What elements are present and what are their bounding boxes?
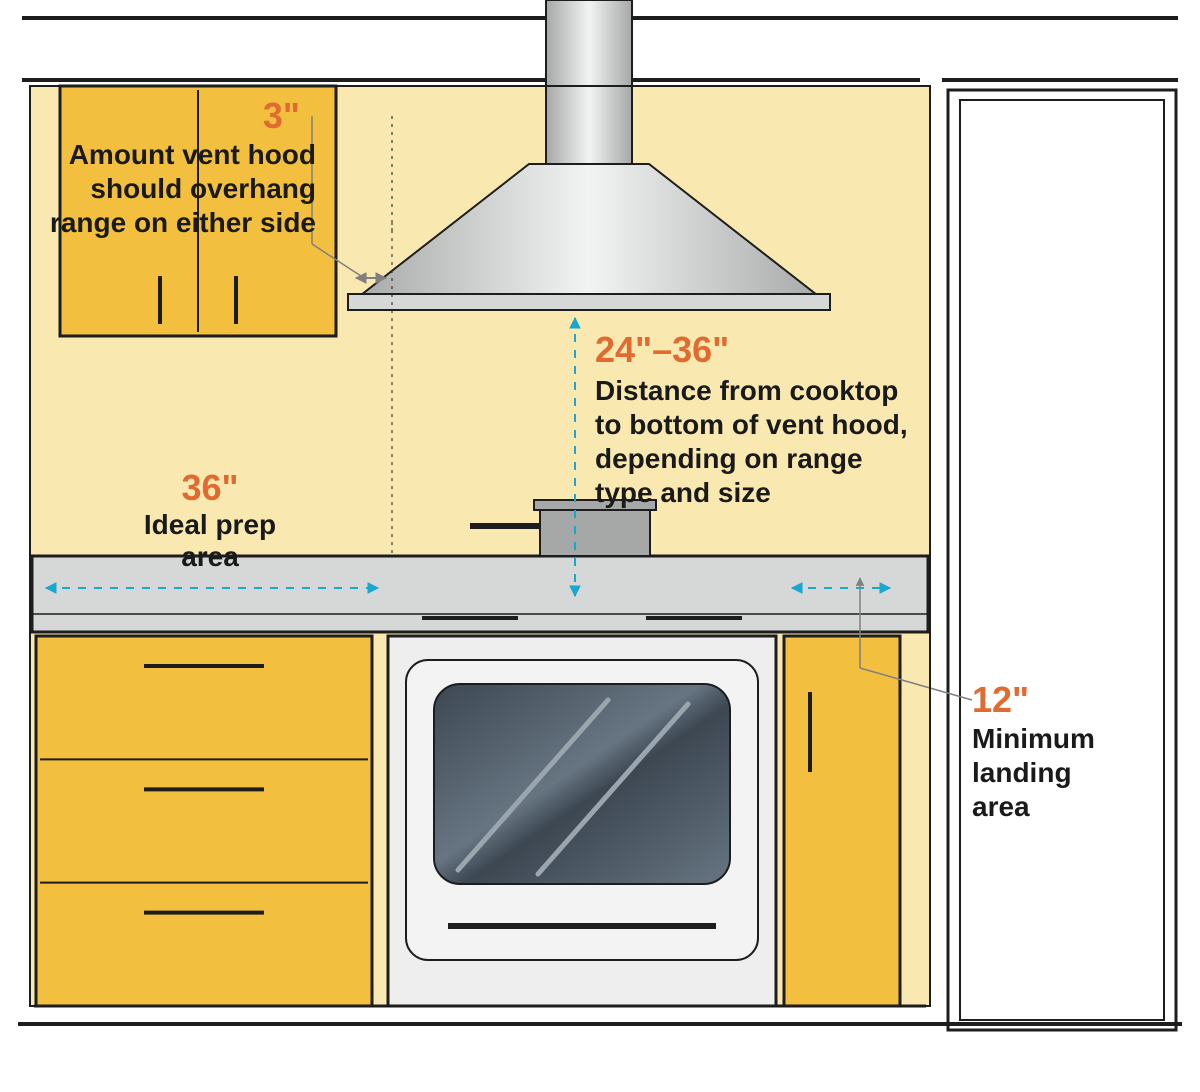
kitchen-clearance-diagram: 3"Amount vent hoodshould overhangrange o… xyxy=(0,0,1200,1092)
overhang-measure: 3" xyxy=(263,95,300,136)
overhang-desc: Amount vent hoodshould overhangrange on … xyxy=(50,139,316,238)
landing-measure: 12" xyxy=(972,679,1029,720)
hood-gap-measure: 24"–36" xyxy=(595,329,729,370)
diagram-svg: 3"Amount vent hoodshould overhangrange o… xyxy=(0,0,1200,1092)
prep-measure: 36" xyxy=(181,467,238,508)
